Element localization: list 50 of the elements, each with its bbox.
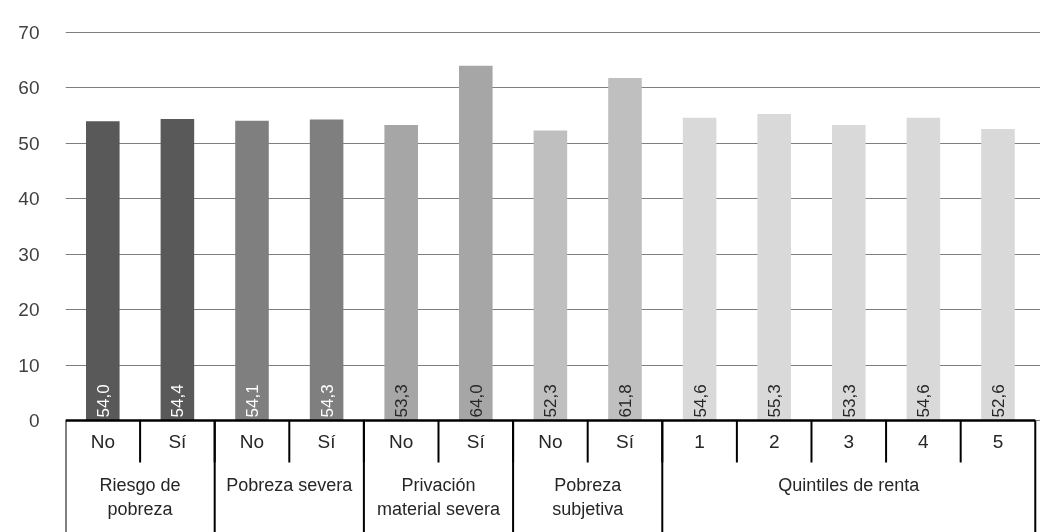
data-label: 54,6 (690, 384, 710, 418)
y-tick-label: 40 (18, 188, 40, 210)
data-label: 52,3 (541, 384, 561, 418)
x-tick-label: Sí (466, 431, 486, 452)
text: Riesgo de pobreza (99, 474, 181, 519)
y-tick-label: 30 (18, 243, 40, 265)
text: Privación material severa (376, 474, 501, 519)
data-label: 54,6 (914, 384, 934, 418)
data-label: 53,3 (839, 384, 859, 418)
data-label: 54,3 (317, 384, 337, 418)
y-tick-label: 70 (18, 22, 40, 43)
data-label: 54,4 (168, 384, 188, 418)
y-tick-label: 20 (18, 299, 40, 321)
data-label: 55,3 (765, 384, 785, 418)
x-tick-label: No (239, 431, 265, 452)
data-label: 64,0 (466, 384, 486, 418)
x-tick-label: 4 (918, 431, 930, 452)
data-label: 52,6 (988, 384, 1008, 418)
y-tick-label: 0 (28, 410, 40, 431)
y-tick-label: 60 (18, 77, 40, 99)
bar (757, 113, 791, 421)
x-tick-label: 5 (992, 431, 1004, 452)
bar (608, 77, 642, 421)
x-tick-label: Sí (616, 431, 635, 452)
data-label: 61,8 (615, 384, 635, 418)
y-tick-label: 50 (18, 132, 40, 154)
y-tick-label: 10 (18, 354, 40, 376)
text: Quintiles de renta (778, 474, 921, 495)
bar (86, 121, 120, 421)
x-tick-label: 1 (694, 431, 705, 452)
x-tick-label: Sí (317, 431, 337, 452)
x-tick-label: 2 (768, 431, 780, 452)
bar (459, 65, 493, 421)
bar (832, 125, 866, 421)
bar (533, 130, 568, 421)
x-tick-label: No (389, 431, 414, 452)
x-tick-label: Sí (168, 431, 188, 452)
bar (981, 128, 1015, 421)
x-tick-label: No (538, 431, 563, 452)
bar (906, 117, 941, 421)
x-tick-label: 3 (843, 431, 855, 452)
data-label: 54,0 (93, 384, 113, 418)
text: Pobreza subjetiva (552, 474, 625, 519)
bar (384, 125, 418, 421)
text: Pobreza severa (226, 474, 354, 495)
data-label: 53,3 (392, 384, 412, 418)
bar (682, 117, 717, 421)
data-label: 54,1 (243, 384, 262, 418)
bar (160, 118, 195, 421)
x-tick-label: No (90, 431, 115, 452)
